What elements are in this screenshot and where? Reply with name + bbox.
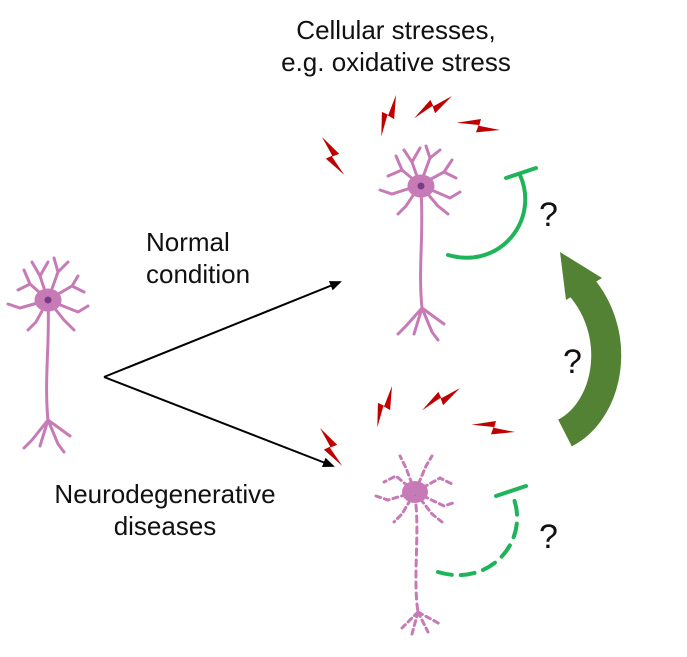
disease-label-line1: Neurodegenerative — [54, 479, 276, 509]
neuron-healthy-stressed-icon — [378, 144, 462, 342]
stress-label: Cellular stresses, e.g. oxidative stress — [238, 14, 554, 78]
arrow-to-normal — [103, 281, 342, 378]
stress-label-line1: Cellular stresses, — [296, 15, 496, 45]
normal-label-line2: condition — [146, 259, 251, 289]
disease-label: Neurodegenerative diseases — [20, 478, 310, 542]
normal-label-line1: Normal — [146, 227, 230, 257]
lightning-bolt-icon — [471, 407, 515, 449]
inhibition-arc-icon — [436, 484, 528, 578]
normal-condition-label: Normal condition — [146, 226, 250, 290]
lightning-bolt-icon — [422, 378, 460, 420]
lightning-bolt-icon — [456, 105, 500, 147]
lightning-bolt-icon — [369, 95, 408, 137]
question-mark-top: ? — [539, 196, 558, 234]
question-mark-middle: ? — [563, 343, 582, 381]
inhibition-arc-icon — [446, 166, 538, 260]
feedback-arrow-icon — [557, 252, 622, 447]
lightning-bolt-icon — [414, 86, 452, 128]
stress-label-line2: e.g. oxidative stress — [281, 47, 511, 77]
arrow-to-disease — [103, 376, 335, 468]
lightning-bolt-icon — [312, 137, 354, 175]
neuron-degenerating-icon — [374, 454, 458, 636]
disease-label-line2: diseases — [113, 511, 217, 541]
neuron-healthy-left-icon — [6, 256, 90, 454]
lightning-bolt-icon — [365, 386, 404, 428]
question-mark-bottom: ? — [539, 518, 558, 556]
